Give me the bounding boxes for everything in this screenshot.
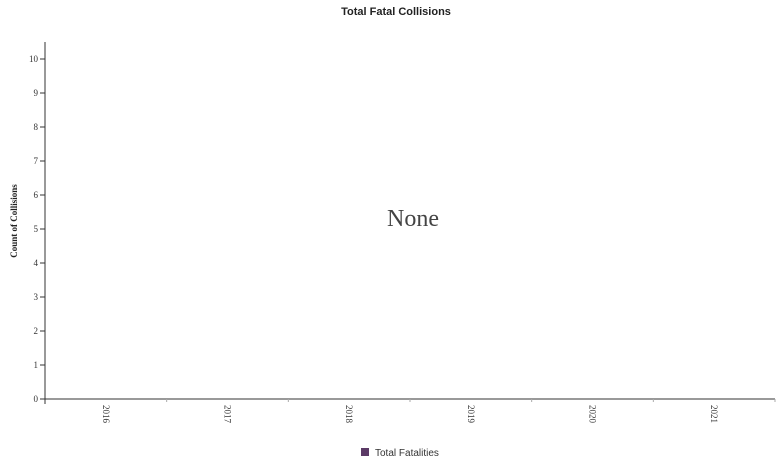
legend-swatch-total-fatalities xyxy=(361,448,369,456)
y-tick-label: 8 xyxy=(34,122,39,132)
y-tick-label: 5 xyxy=(34,224,39,234)
x-tick-label-2020: 2020 xyxy=(588,405,598,424)
x-tick-label-2018: 2018 xyxy=(344,405,354,424)
y-axis-label: Count of Collisions xyxy=(9,184,19,258)
y-tick-label: 3 xyxy=(34,292,39,302)
legend-label-total-fatalities: Total Fatalities xyxy=(375,448,439,459)
y-tick-label: 1 xyxy=(34,360,39,370)
x-tick-label-2021: 2021 xyxy=(709,405,719,423)
y-tick-label: 4 xyxy=(34,258,39,268)
x-axis: 2016 2017 2018 2019 2020 2021 xyxy=(44,398,776,424)
y-tick-label: 9 xyxy=(34,88,39,98)
y-tick-label: 10 xyxy=(29,54,39,64)
no-data-message: None xyxy=(387,206,439,232)
y-tick-label: 6 xyxy=(34,190,39,200)
y-tick-label: 7 xyxy=(34,156,39,166)
legend: Total Fatalities xyxy=(361,448,439,459)
x-tick-label-2019: 2019 xyxy=(466,405,476,424)
x-tick-label-2017: 2017 xyxy=(223,405,233,424)
x-tick-label-2016: 2016 xyxy=(101,405,111,424)
y-tick-label: 0 xyxy=(34,394,39,404)
y-axis: 0 1 2 3 4 5 6 7 8 9 10 xyxy=(29,42,46,404)
chart-title: Total Fatal Collisions xyxy=(341,6,451,18)
y-tick-label: 2 xyxy=(34,326,39,336)
